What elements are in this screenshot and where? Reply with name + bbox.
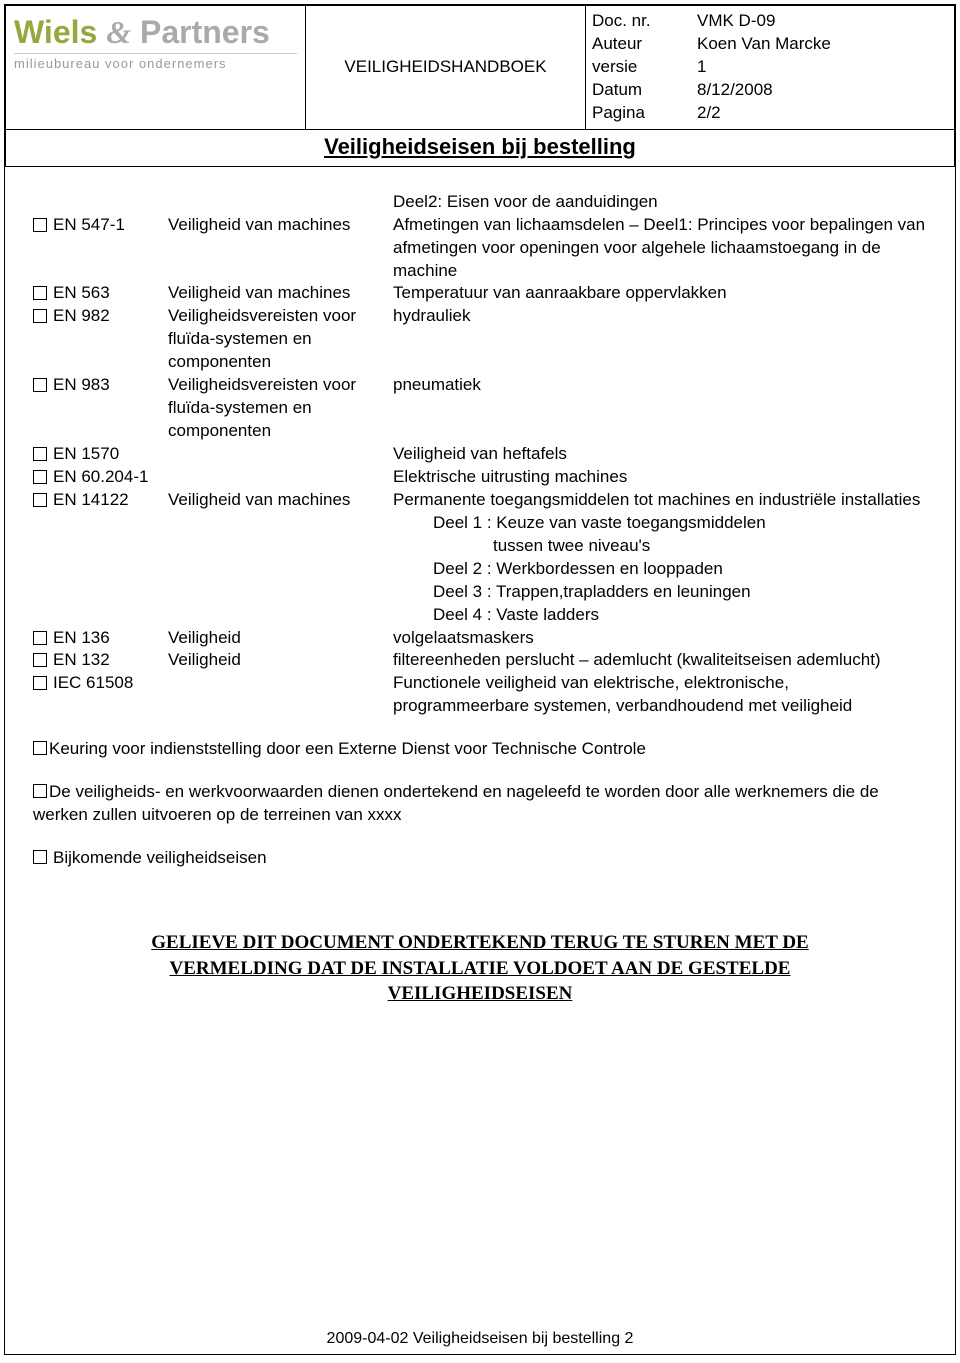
list-item: EN 547-1 Veiligheid van machines Afmetin… xyxy=(33,214,927,283)
item-desc: Temperatuur van aanraakbare oppervlakken xyxy=(393,282,927,305)
doc-title: Veiligheidseisen bij bestelling xyxy=(324,134,636,159)
logo-name2: Partners xyxy=(140,14,270,50)
item-code: EN 60.204-1 xyxy=(53,466,168,489)
sub-line: tussen twee niveau's xyxy=(33,535,927,558)
logo-cell: Wiels & Partners milieubureau voor onder… xyxy=(6,6,306,130)
list-item: EN 982 Veiligheidsvereisten voor fluïda-… xyxy=(33,305,927,374)
item-desc: hydrauliek xyxy=(393,305,927,328)
sub-d3: Deel 3 : Trappen,trapladders en leuninge… xyxy=(393,581,927,604)
doc-title-cell: Veiligheidseisen bij bestelling xyxy=(6,129,955,166)
item-code: EN 132 xyxy=(53,649,168,672)
item-code: IEC 61508 xyxy=(53,672,168,695)
sub-d4: Deel 4 : Vaste ladders xyxy=(393,604,927,627)
item-mid: Veiligheid van machines xyxy=(168,489,393,512)
item-code: EN 983 xyxy=(53,374,168,397)
para-2-text: De veiligheids- en werkvoorwaarden diene… xyxy=(33,782,879,824)
notice-l1: GELIEVE DIT DOCUMENT ONDERTEKEND TERUG T… xyxy=(93,930,867,956)
item-code: EN 982 xyxy=(53,305,168,328)
sub-line: Deel 4 : Vaste ladders xyxy=(33,604,927,627)
item-desc: Elektrische uitrusting machines xyxy=(393,466,927,489)
list-item: EN 14122 Veiligheid van machines Permane… xyxy=(33,489,927,512)
list-item: EN 132 Veiligheid filtereenheden persluc… xyxy=(33,649,927,672)
header-table: Wiels & Partners milieubureau voor onder… xyxy=(5,5,955,167)
meta-page: 2/2 xyxy=(697,102,721,125)
notice: GELIEVE DIT DOCUMENT ONDERTEKEND TERUG T… xyxy=(33,930,927,1007)
checkbox-icon[interactable] xyxy=(33,631,47,645)
meta-cell: Doc. nr.VMK D-09 AuteurKoen Van Marcke v… xyxy=(586,6,955,130)
checkbox-icon[interactable] xyxy=(33,447,47,461)
checkbox-icon[interactable] xyxy=(33,784,47,798)
sub-line: Deel 3 : Trappen,trapladders en leuninge… xyxy=(33,581,927,604)
checkbox-icon[interactable] xyxy=(33,378,47,392)
item-code: EN 14122 xyxy=(53,489,168,512)
checkbox-icon[interactable] xyxy=(33,676,47,690)
logo: Wiels & Partners xyxy=(14,14,297,51)
item-mid: Veiligheid van machines xyxy=(168,214,393,237)
item-desc: Functionele veiligheid van elektrische, … xyxy=(393,672,927,718)
list-item: EN 60.204-1 Elektrische uitrusting machi… xyxy=(33,466,927,489)
para-1: Keuring voor indienststelling door een E… xyxy=(33,738,927,761)
checkbox-icon[interactable] xyxy=(33,309,47,323)
item-code: EN 1570 xyxy=(53,443,168,466)
item-desc: filtereenheden perslucht – ademlucht (kw… xyxy=(393,649,927,672)
item-desc: volgelaatsmaskers xyxy=(393,627,927,650)
content: Deel2: Eisen voor de aanduidingen EN 547… xyxy=(5,167,955,1007)
footer: 2009-04-02 Veiligheidseisen bij bestelli… xyxy=(5,1330,955,1348)
sub-d2: Deel 2 : Werkbordessen en looppaden xyxy=(393,558,927,581)
checkbox-icon[interactable] xyxy=(33,493,47,507)
sub-line: Deel 2 : Werkbordessen en looppaden xyxy=(33,558,927,581)
meta-page-label: Pagina xyxy=(592,102,697,125)
logo-ampersand: & xyxy=(106,14,131,50)
sub-d1a: Deel 1 : Keuze van vaste toegangsmiddele… xyxy=(393,512,927,535)
meta-author-label: Auteur xyxy=(592,33,697,56)
checkbox-icon[interactable] xyxy=(33,653,47,667)
checkbox-icon[interactable] xyxy=(33,218,47,232)
preline: Deel2: Eisen voor de aanduidingen xyxy=(393,191,927,214)
meta-version: 1 xyxy=(697,56,706,79)
notice-l3: VEILIGHEIDSEISEN xyxy=(93,981,867,1007)
para-3-text: Bijkomende veiligheidseisen xyxy=(53,848,267,867)
page: Wiels & Partners milieubureau voor onder… xyxy=(4,4,956,1355)
meta-docnr: VMK D-09 xyxy=(697,10,775,33)
item-desc: pneumatiek xyxy=(393,374,927,397)
item-desc: Afmetingen van lichaamsdelen – Deel1: Pr… xyxy=(393,214,927,283)
checkbox-icon[interactable] xyxy=(33,470,47,484)
item-mid: Veiligheid xyxy=(168,649,393,672)
meta-version-label: versie xyxy=(592,56,697,79)
list-item: EN 563 Veiligheid van machines Temperatu… xyxy=(33,282,927,305)
preline-row: Deel2: Eisen voor de aanduidingen xyxy=(33,191,927,214)
para-1-text: Keuring voor indienststelling door een E… xyxy=(49,739,646,758)
sub-line: Deel 1 : Keuze van vaste toegangsmiddele… xyxy=(33,512,927,535)
item-code: EN 563 xyxy=(53,282,168,305)
meta-date: 8/12/2008 xyxy=(697,79,773,102)
item-mid: Veiligheid xyxy=(168,627,393,650)
checkbox-icon[interactable] xyxy=(33,741,47,755)
item-mid: Veiligheidsvereisten voor fluïda-systeme… xyxy=(168,374,393,443)
para-2: De veiligheids- en werkvoorwaarden diene… xyxy=(33,781,927,827)
checkbox-icon[interactable] xyxy=(33,286,47,300)
list-item: IEC 61508 Functionele veiligheid van ele… xyxy=(33,672,927,718)
checkbox-icon[interactable] xyxy=(33,850,47,864)
item-code: EN 136 xyxy=(53,627,168,650)
list-item: EN 136 Veiligheid volgelaatsmaskers xyxy=(33,627,927,650)
para-3: Bijkomende veiligheidseisen xyxy=(33,847,927,870)
notice-l2: VERMELDING DAT DE INSTALLATIE VOLDOET AA… xyxy=(93,956,867,982)
item-mid: Veiligheidsvereisten voor fluïda-systeme… xyxy=(168,305,393,374)
list-item: EN 983 Veiligheidsvereisten voor fluïda-… xyxy=(33,374,927,443)
meta-author: Koen Van Marcke xyxy=(697,33,831,56)
logo-name1: Wiels xyxy=(14,14,97,50)
sub-d1b: tussen twee niveau's xyxy=(393,535,927,558)
list-item: EN 1570 Veiligheid van heftafels xyxy=(33,443,927,466)
item-code: EN 547-1 xyxy=(53,214,168,237)
handbook-title: VEILIGHEIDSHANDBOEK xyxy=(306,6,586,130)
logo-subtitle: milieubureau voor ondernemers xyxy=(14,53,297,71)
meta-date-label: Datum xyxy=(592,79,697,102)
meta-docnr-label: Doc. nr. xyxy=(592,10,697,33)
item-mid: Veiligheid van machines xyxy=(168,282,393,305)
item-desc: Permanente toegangsmiddelen tot machines… xyxy=(393,489,927,512)
item-desc: Veiligheid van heftafels xyxy=(393,443,927,466)
